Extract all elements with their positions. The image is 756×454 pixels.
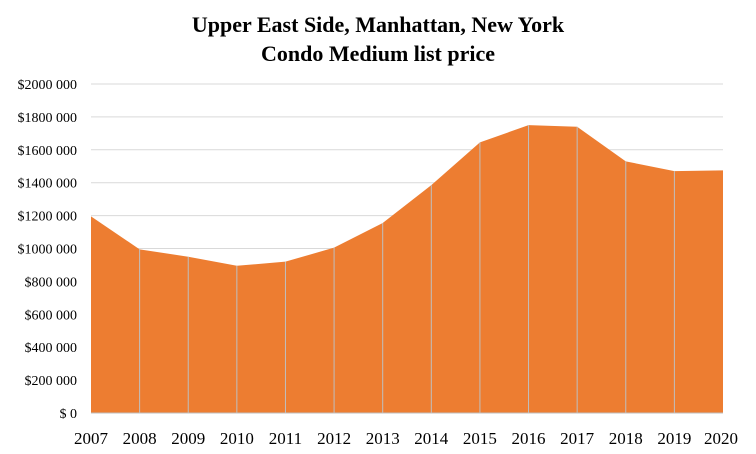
chart-title-line-2: Condo Medium list price	[260, 41, 496, 66]
x-tick-label-2007: 2007	[74, 429, 109, 448]
x-tick-label-2012: 2012	[317, 429, 351, 448]
x-tick-label-2010: 2010	[220, 429, 254, 448]
x-tick-label-2018: 2018	[609, 429, 643, 448]
y-tick-label-6: $1200 000	[18, 210, 78, 225]
y-tick-label-2: $400 000	[25, 341, 78, 356]
chart-title-line-1: Upper East Side, Manhattan, New York	[191, 12, 565, 37]
x-tick-label-2011: 2011	[269, 429, 302, 448]
y-tick-label-7: $1400 000	[18, 177, 78, 192]
x-tick-label-2016: 2016	[512, 429, 546, 448]
x-tick-label-2020: 2020	[704, 429, 738, 448]
y-tick-label-1: $200 000	[25, 374, 78, 389]
y-tick-label-0: $ 0	[60, 407, 78, 422]
series-area	[91, 125, 723, 413]
x-tick-label-2009: 2009	[171, 429, 205, 448]
x-tick-label-2019: 2019	[657, 429, 691, 448]
y-tick-label-9: $1800 000	[18, 111, 78, 126]
y-tick-label-8: $1600 000	[18, 144, 78, 159]
chart-title: Upper East Side, Manhattan, New York Con…	[0, 10, 756, 68]
x-tick-label-2015: 2015	[463, 429, 497, 448]
y-tick-label-3: $600 000	[25, 308, 78, 323]
x-tick-label-2013: 2013	[366, 429, 400, 448]
x-tick-label-2014: 2014	[414, 429, 449, 448]
x-tick-label-2008: 2008	[123, 429, 157, 448]
y-tick-label-5: $1000 000	[18, 243, 78, 258]
y-tick-label-10: $2000 000	[18, 78, 78, 93]
y-tick-label-4: $800 000	[25, 275, 78, 290]
x-tick-label-2017: 2017	[560, 429, 595, 448]
